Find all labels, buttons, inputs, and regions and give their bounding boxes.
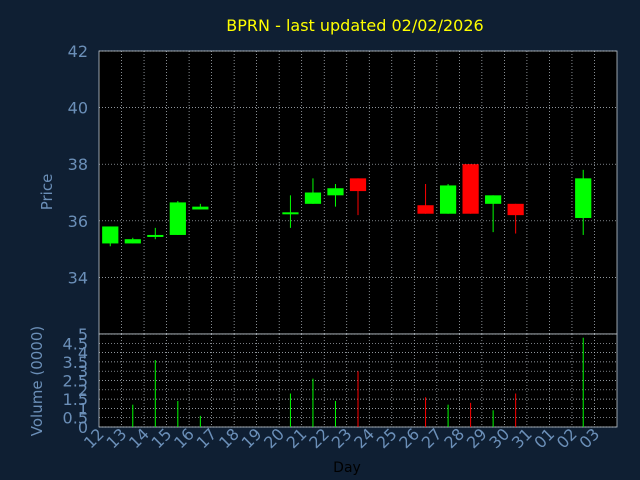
price-y-axis-label: Price <box>38 174 56 211</box>
volume-y-tick-label: 2 <box>78 381 88 400</box>
volume-y-tick-label: 4.5 <box>63 334 88 353</box>
candle-body <box>102 226 119 244</box>
candle-body <box>147 234 164 237</box>
candle-body <box>439 185 457 214</box>
candle-body <box>349 178 367 192</box>
volume-y-tick-label: 5 <box>78 325 88 344</box>
x-tick-label: 03 <box>575 424 603 452</box>
candle-body <box>124 239 141 244</box>
price-y-tick-label: 34 <box>68 268 88 287</box>
candle-body <box>304 192 322 204</box>
volume-y-tick-label: 0.5 <box>63 409 88 428</box>
candle-body <box>575 178 592 218</box>
volume-y-tick-label: 4 <box>78 344 88 363</box>
x-axis-label: Day <box>333 460 361 476</box>
candle-body <box>169 202 186 235</box>
candle-body <box>507 203 524 216</box>
price-y-tick-label: 42 <box>68 42 88 61</box>
price-y-tick-label: 36 <box>68 212 88 231</box>
chart-title: BPRN - last updated 02/02/2026 <box>226 16 483 35</box>
price-y-ticks: 34 36 38 40 42 <box>68 42 88 287</box>
candle-body <box>327 188 344 196</box>
price-y-tick-label: 38 <box>68 155 88 174</box>
volume-y-tick-label: 0 <box>78 418 88 437</box>
candle-body <box>282 212 299 215</box>
price-grid <box>99 50 617 334</box>
volume-y-tick-label: 1 <box>78 399 88 418</box>
volume-y-tick-label: 3.5 <box>63 353 88 372</box>
volume-y-axis-label: Volume (0000) <box>28 326 46 436</box>
candle-body <box>192 206 209 210</box>
volume-y-ticks: 00.511.522.533.544.55 <box>63 325 88 437</box>
candle-body <box>417 205 434 214</box>
x-tick-labels: 1213141516171819202122232425262728293031… <box>80 424 603 452</box>
volume-y-tick-label: 3 <box>78 362 88 381</box>
price-y-tick-label: 40 <box>68 99 88 118</box>
volume-y-tick-label: 2.5 <box>63 372 88 391</box>
candle-body <box>485 195 502 204</box>
volume-y-tick-label: 1.5 <box>63 390 88 409</box>
volume-bars <box>132 337 584 427</box>
candle-body <box>462 164 479 214</box>
candles <box>102 164 592 247</box>
